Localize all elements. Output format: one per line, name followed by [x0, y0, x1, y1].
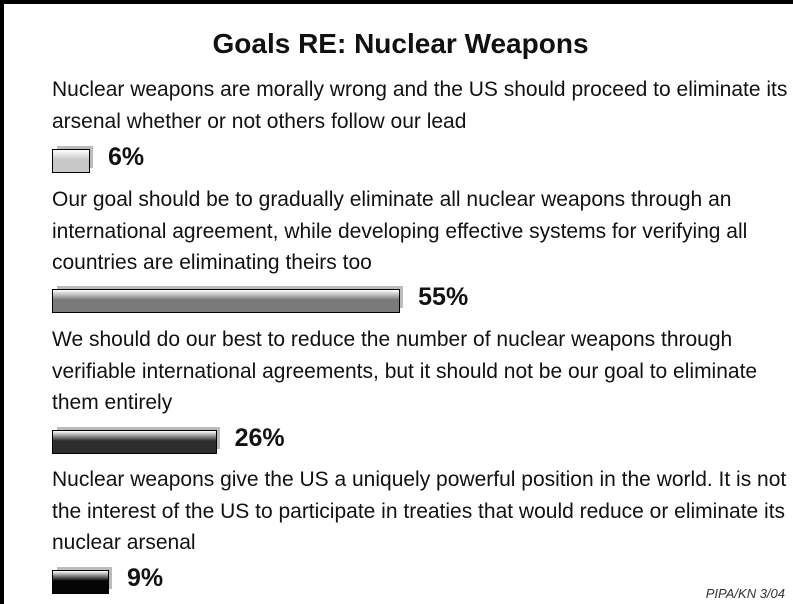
category-label: Nuclear weapons are morally wrong and th… — [52, 78, 788, 133]
bar — [52, 430, 217, 454]
bar — [52, 149, 90, 173]
value-label: 6% — [107, 143, 145, 171]
value-label: 55% — [418, 283, 469, 311]
chart-title: Goals RE: Nuclear Weapons — [212, 28, 589, 59]
category-label: Our goal should be to gradually eliminat… — [52, 188, 748, 274]
source-note: PIPA/KN 3/04 — [705, 586, 785, 601]
category-label: Nuclear weapons give the US a uniquely p… — [52, 468, 793, 554]
bar — [52, 570, 109, 594]
bar — [52, 289, 401, 313]
category-label: We should do our best to reduce the numb… — [52, 328, 758, 414]
value-label: 26% — [234, 424, 285, 452]
value-label: 9% — [126, 564, 164, 592]
